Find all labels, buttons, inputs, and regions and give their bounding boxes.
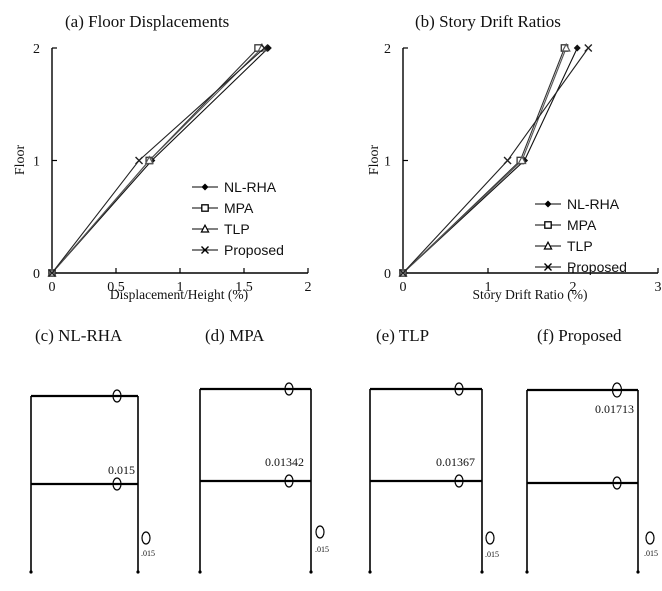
panel-c-title: (c) NL-RHA xyxy=(35,326,123,345)
panel-b-story-drift-ratios: (b) Story Drift Ratios Floor Story Drift… xyxy=(367,12,662,302)
panel-e-title: (e) TLP xyxy=(376,326,429,345)
data-point-proposed xyxy=(260,44,269,52)
panel-b-y-axis-label: Floor xyxy=(367,144,382,175)
data-point-proposed xyxy=(584,44,593,52)
frame-d-legend-hinge xyxy=(315,525,325,539)
x-tick-label: 1 xyxy=(485,280,492,295)
panel-d-mpa-frame: (d) MPA 0.01342 .015 xyxy=(198,326,329,574)
y-tick-label: 2 xyxy=(33,42,40,57)
frame-c-legend-hinge xyxy=(141,531,151,545)
legend-label-nl-rha: NL-RHA xyxy=(224,179,277,195)
frame-e-right-support xyxy=(480,570,484,574)
y-tick-label: 0 xyxy=(384,267,391,282)
panel-f-proposed-frame: (f) Proposed 0.01713 .015 xyxy=(525,326,658,574)
frame-e-scale-label: .015 xyxy=(485,550,499,559)
panel-f-title: (f) Proposed xyxy=(537,326,622,345)
frame-c-right-support xyxy=(136,570,140,574)
legend-label-mpa: MPA xyxy=(567,217,597,233)
data-point-tlp xyxy=(561,42,571,52)
legend-label-proposed: Proposed xyxy=(567,259,627,275)
data-point-tlp xyxy=(517,155,527,165)
panel-c-nl-rha-frame: (c) NL-RHA 0.015 .015 xyxy=(29,326,155,574)
legend-marker-proposed xyxy=(201,246,209,254)
frame-d-right-support xyxy=(309,570,313,574)
frame-f-left-support xyxy=(525,570,529,574)
x-tick-label: 3 xyxy=(655,280,662,295)
y-tick-label: 1 xyxy=(33,155,40,170)
legend-label-tlp: TLP xyxy=(567,238,593,254)
data-point-proposed xyxy=(48,269,56,277)
x-tick-label: 2 xyxy=(570,280,577,295)
frame-f-value-label: 0.01713 xyxy=(595,402,634,416)
legend-label-mpa: MPA xyxy=(224,200,254,216)
y-tick-label: 2 xyxy=(384,42,391,57)
frame-c-hinge-roof xyxy=(112,389,122,403)
data-point-proposed xyxy=(503,156,512,165)
x-tick-label: 2 xyxy=(305,280,312,295)
frame-e-hinge-roof xyxy=(454,382,464,396)
frame-d-hinge-floor xyxy=(284,474,294,488)
legend-marker-proposed xyxy=(544,263,552,271)
legend-marker-mpa xyxy=(544,221,552,229)
x-tick-label: 0 xyxy=(400,280,407,295)
frame-c-left-support xyxy=(29,570,33,574)
panel-b-title: (b) Story Drift Ratios xyxy=(415,12,561,31)
frame-e-value-label: 0.01367 xyxy=(436,455,475,469)
panel-e-tlp-frame: (e) TLP 0.01367 .015 xyxy=(368,326,499,574)
frame-d-left-support xyxy=(198,570,202,574)
x-tick-label: 1 xyxy=(177,280,184,295)
frame-e-left-support xyxy=(368,570,372,574)
legend-label-nl-rha: NL-RHA xyxy=(567,196,620,212)
x-tick-label: 0.5 xyxy=(107,280,125,295)
data-point-proposed xyxy=(399,269,407,277)
panel-a-floor-displacements: (a) Floor Displacements Floor Displaceme… xyxy=(13,12,312,302)
frame-e-legend-hinge xyxy=(485,531,495,545)
y-tick-label: 1 xyxy=(384,155,391,170)
frame-c-scale-label: .015 xyxy=(141,549,155,558)
series-line-nl-rha xyxy=(51,47,269,274)
frame-c-hinge-floor xyxy=(112,477,122,491)
data-point-tlp xyxy=(144,155,154,165)
panel-a-title: (a) Floor Displacements xyxy=(65,12,229,31)
legend-marker-tlp xyxy=(200,223,210,233)
frame-c-value-label: 0.015 xyxy=(108,463,135,477)
frame-d-hinge-roof xyxy=(284,382,294,396)
data-point-nl-rha xyxy=(573,44,581,52)
x-tick-label: 0 xyxy=(49,280,56,295)
panel-a-y-axis-label: Floor xyxy=(13,144,28,175)
series-line-tlp xyxy=(402,47,567,274)
x-tick-label: 1.5 xyxy=(235,280,253,295)
frame-f-right-support xyxy=(636,570,640,574)
panel-d-title: (d) MPA xyxy=(205,326,265,345)
frame-f-legend-hinge xyxy=(645,531,655,545)
series-line-tlp xyxy=(51,47,263,274)
y-tick-label: 0 xyxy=(33,267,40,282)
legend-marker-mpa xyxy=(201,204,209,212)
frame-e-hinge-floor xyxy=(454,474,464,488)
legend-marker-nl-rha xyxy=(544,200,552,208)
legend-label-tlp: TLP xyxy=(224,221,250,237)
panel-b-x-axis-label: Story Drift Ratio (%) xyxy=(472,287,587,302)
legend-label-proposed: Proposed xyxy=(224,242,284,258)
series-line-mpa xyxy=(402,47,566,274)
panel-a-x-axis-label: Displacement/Height (%) xyxy=(110,287,248,302)
frame-d-scale-label: .015 xyxy=(315,545,329,554)
data-point-proposed xyxy=(135,156,144,165)
legend-marker-tlp xyxy=(543,240,553,250)
frame-f-hinge-roof xyxy=(611,382,623,398)
legend-marker-nl-rha xyxy=(201,183,209,191)
frame-f-scale-label: .015 xyxy=(644,549,658,558)
frame-f-hinge-floor xyxy=(612,476,622,490)
series-line-proposed xyxy=(402,47,589,274)
frame-d-value-label: 0.01342 xyxy=(265,455,304,469)
